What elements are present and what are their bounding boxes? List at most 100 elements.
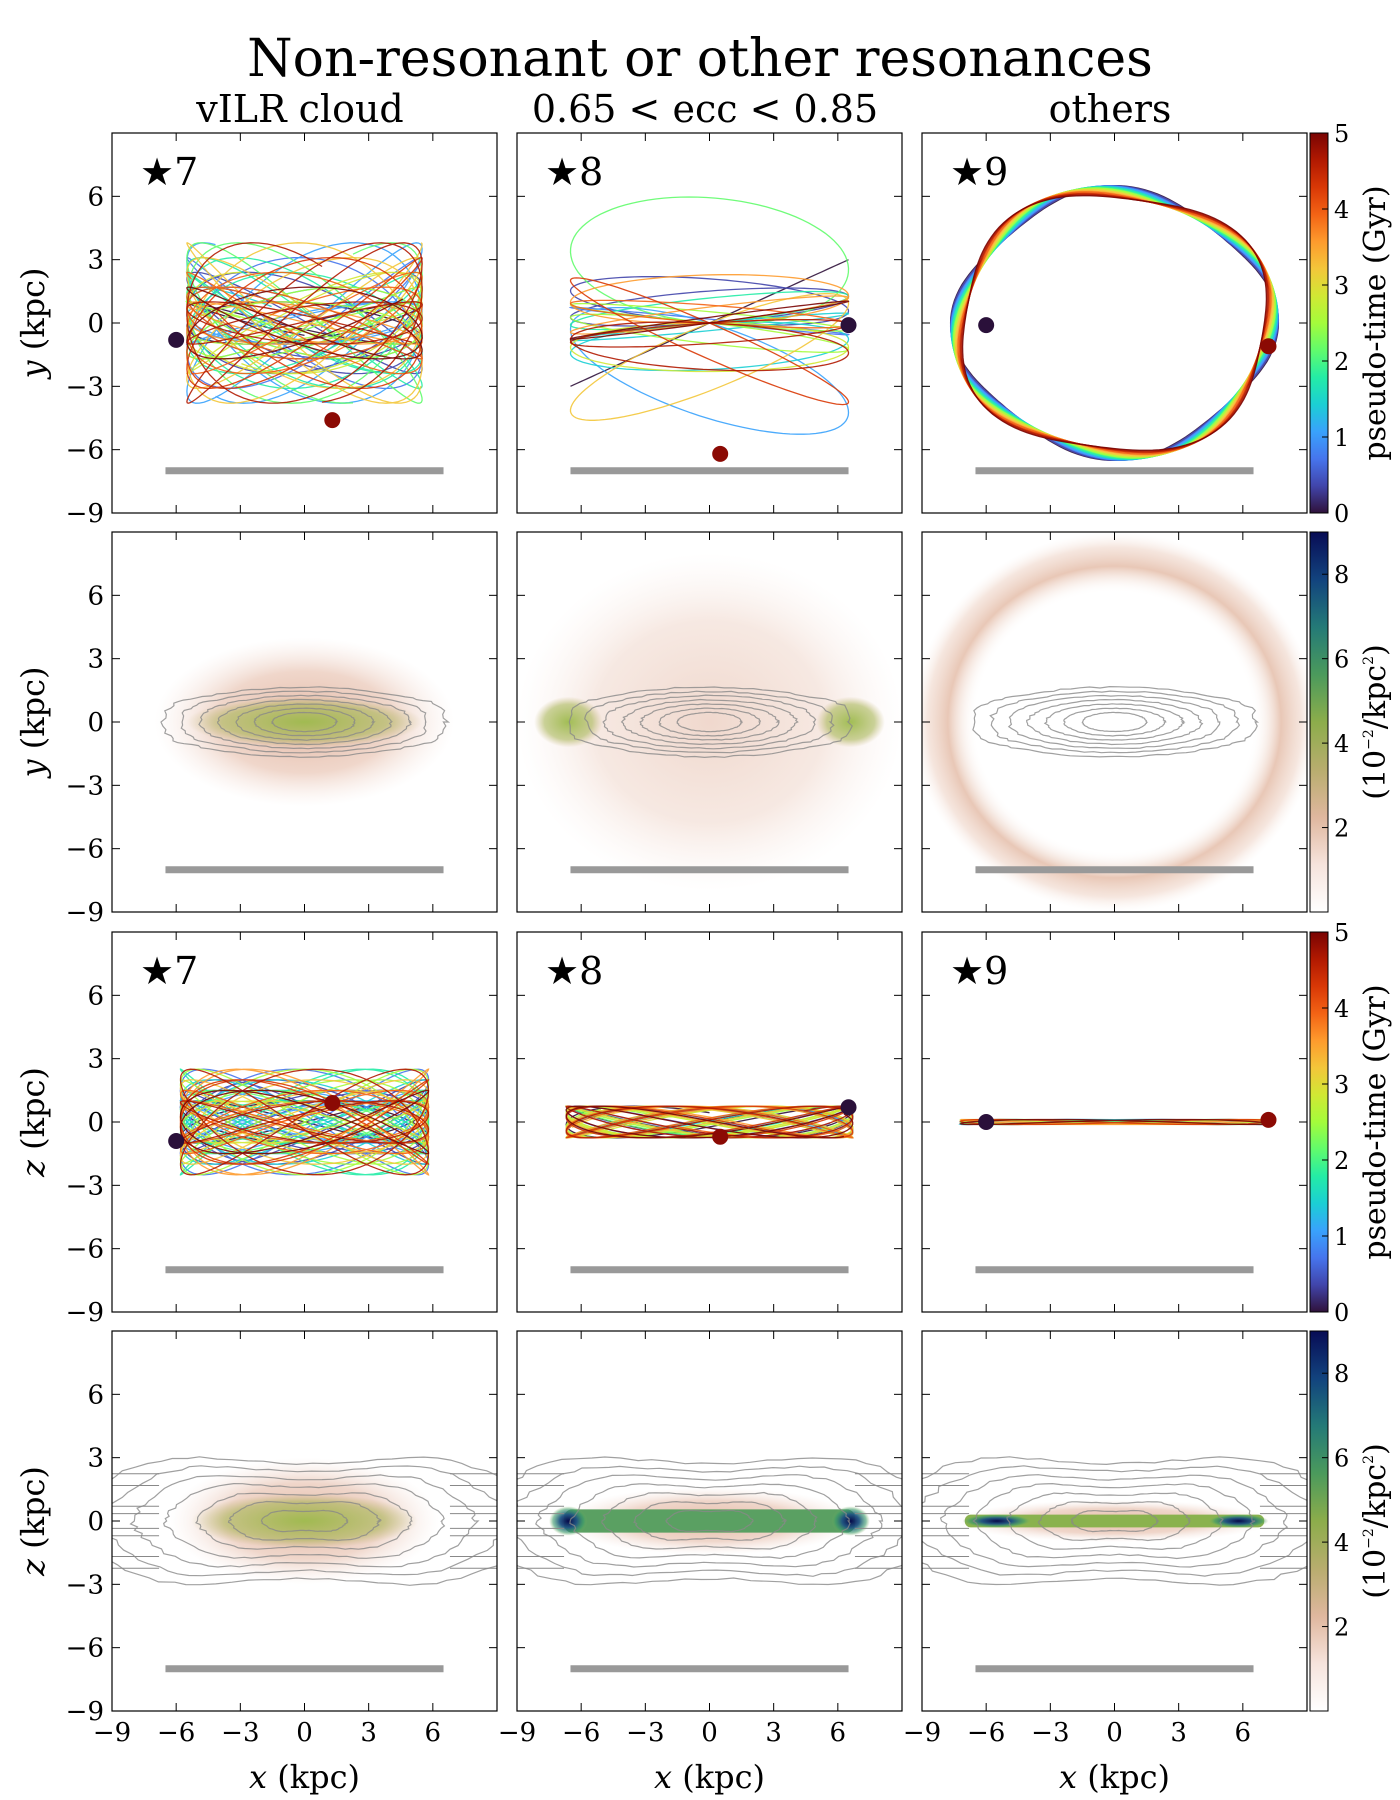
contour — [676, 711, 744, 733]
colorbar-tick-label: 0 — [1334, 1299, 1349, 1327]
contour-lines — [922, 1456, 1307, 1586]
density-lobe-right — [816, 696, 885, 748]
contour — [922, 1456, 1307, 1586]
x-tick-label: −3 — [221, 1718, 259, 1748]
orbit-segment — [569, 277, 850, 406]
density-label-main: (10 — [1358, 750, 1393, 800]
contour — [1063, 707, 1167, 737]
colorbar-tick-label: 5 — [1334, 120, 1349, 148]
x-tick-label: −9 — [93, 1718, 131, 1748]
density-label-mid: /kpc — [1358, 1464, 1393, 1528]
orbit-segment — [569, 300, 850, 340]
contour — [517, 1456, 902, 1586]
ticks — [111, 932, 497, 1313]
star-label-1: ★7 — [140, 150, 198, 194]
x-tick-label: 3 — [765, 1718, 782, 1748]
orbit-start-marker — [168, 1133, 185, 1149]
x-tick-label: 0 — [1106, 1718, 1123, 1748]
contour — [939, 1474, 1289, 1568]
contour — [620, 698, 799, 746]
orbit-lines — [185, 242, 423, 404]
y-axis-var: y — [14, 759, 52, 780]
colorbar-density-label: (10−2/kpc2) — [1358, 644, 1393, 799]
panel-r1-c1 — [165, 242, 444, 475]
colorbar-tick-label: 8 — [1334, 1360, 1349, 1388]
orbit-lines — [949, 184, 1280, 462]
y-tick-label: −6 — [66, 1634, 104, 1664]
ticks — [111, 1331, 497, 1712]
x-tick-label: 6 — [1235, 1718, 1252, 1748]
orbit-segment — [961, 195, 1268, 451]
x-axis-label-col-2: x (kpc) — [654, 1758, 765, 1796]
density-label-main: (10 — [1358, 1549, 1393, 1599]
y-tick-label: −6 — [66, 436, 104, 466]
density-label-end: ) — [1358, 1443, 1393, 1455]
density-core — [191, 1493, 418, 1549]
orbit-segment — [569, 293, 850, 421]
x-tick-label: −6 — [562, 1718, 600, 1748]
column-title-2: 0.65 < ecc < 0.85 — [532, 87, 878, 131]
y-tick-label: 0 — [87, 1108, 104, 1138]
colorbar-tick-label: 3 — [1334, 1071, 1349, 1099]
y-tick-label: −3 — [66, 372, 104, 402]
contour — [160, 686, 451, 758]
contour — [1081, 711, 1149, 733]
y-tick-label: −3 — [66, 771, 104, 801]
colorbar-tick-label: 8 — [1334, 561, 1349, 589]
colorbar-tick-label: 0 — [1334, 500, 1349, 528]
contour — [1007, 694, 1221, 750]
contour — [216, 698, 394, 746]
orbit-segment — [955, 189, 1274, 457]
colorbar-tick-label: 4 — [1334, 1529, 1349, 1557]
orbit-segment — [179, 1079, 430, 1165]
contour — [569, 1483, 851, 1560]
orbit-lines — [568, 196, 851, 435]
contour-lines — [517, 1456, 902, 1586]
contour — [235, 703, 376, 741]
orbit-end-marker — [712, 1128, 729, 1145]
colorbar-tick-label: 1 — [1334, 1223, 1349, 1251]
orbit-lines — [179, 1068, 430, 1176]
orbit-start-marker — [978, 1114, 995, 1130]
ticks — [516, 1331, 902, 1712]
orbit-start-marker — [978, 317, 995, 334]
orbit-segment — [186, 256, 423, 390]
density-peak-right — [1208, 1514, 1269, 1528]
ticks — [516, 532, 902, 913]
y-axis-label-row-4: z (kpc) — [14, 1466, 52, 1577]
contour — [639, 703, 780, 741]
y-tick-label: −9 — [66, 1697, 104, 1727]
density-label-exp2: 2 — [1361, 1455, 1377, 1464]
x-tick-label: −3 — [626, 1718, 664, 1748]
contour — [1006, 1491, 1224, 1551]
x-tick-label: −6 — [157, 1718, 195, 1748]
orbit-segment — [569, 196, 850, 325]
colorbar-tick-label: 4 — [1334, 196, 1349, 224]
orbit-segment — [186, 242, 423, 404]
density-peak-right — [831, 1506, 870, 1536]
contour-lines — [972, 685, 1260, 758]
colorbar-tick-label: 6 — [1334, 646, 1349, 674]
panel-r2-c1 — [154, 637, 455, 874]
colorbar-tick-label: 1 — [1334, 424, 1349, 452]
density-label-exp2: 2 — [1361, 656, 1377, 665]
panel-r1-c3 — [949, 184, 1280, 475]
panel-r3-c3 — [958, 1111, 1277, 1274]
time-gradient — [1309, 132, 1329, 514]
star-label-2: ★8 — [545, 949, 603, 993]
x-tick-label: −9 — [903, 1718, 941, 1748]
colorbar-tick-label: 2 — [1334, 1147, 1349, 1175]
y-tick-label: −3 — [66, 1570, 104, 1600]
ticks — [921, 133, 1307, 514]
colorbar-time-label: pseudo-time (Gyr) — [1358, 185, 1393, 460]
density-peak-left — [549, 1506, 588, 1536]
y-tick-label: 3 — [87, 1444, 104, 1474]
contour — [972, 685, 1260, 758]
colorbar-tick-label: 6 — [1334, 1445, 1349, 1473]
density-gradient — [1309, 531, 1329, 913]
orbit-segment — [569, 322, 850, 373]
x-tick-label: 0 — [296, 1718, 313, 1748]
time-gradient — [1309, 931, 1329, 1313]
orbit-start-marker — [840, 317, 857, 334]
